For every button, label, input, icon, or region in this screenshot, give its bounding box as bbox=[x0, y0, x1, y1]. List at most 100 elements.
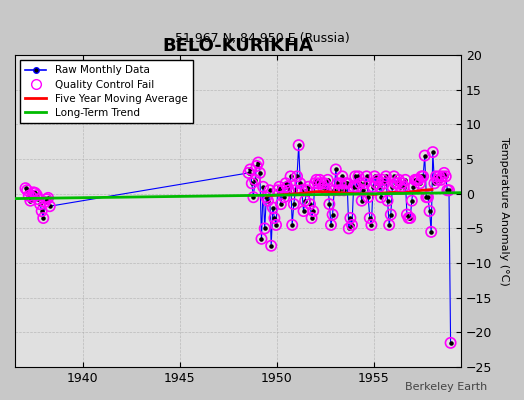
Point bbox=[290, 201, 298, 207]
Point bbox=[332, 166, 340, 173]
Point bbox=[446, 340, 455, 346]
Point bbox=[345, 225, 353, 232]
Point bbox=[248, 180, 256, 186]
Point bbox=[414, 177, 422, 183]
Point bbox=[283, 184, 291, 190]
Point bbox=[254, 159, 263, 166]
Point bbox=[257, 236, 266, 242]
Point bbox=[343, 180, 351, 186]
Point bbox=[288, 222, 297, 228]
Point bbox=[317, 180, 325, 186]
Point bbox=[31, 190, 39, 196]
Point bbox=[275, 184, 283, 190]
Point bbox=[315, 177, 324, 183]
Point bbox=[357, 198, 366, 204]
Point bbox=[287, 173, 295, 180]
Point bbox=[44, 195, 52, 201]
Point bbox=[338, 173, 346, 180]
Point bbox=[354, 173, 363, 180]
Point bbox=[270, 215, 279, 221]
Point bbox=[417, 173, 425, 180]
Point bbox=[438, 173, 446, 180]
Point bbox=[302, 187, 311, 194]
Point bbox=[403, 211, 411, 218]
Point bbox=[36, 201, 44, 207]
Point bbox=[369, 184, 377, 190]
Point bbox=[39, 215, 48, 221]
Point bbox=[301, 198, 309, 204]
Point bbox=[285, 187, 293, 194]
Point bbox=[288, 222, 297, 228]
Point bbox=[367, 222, 376, 228]
Point bbox=[429, 149, 437, 155]
Point bbox=[25, 193, 33, 199]
Point bbox=[411, 177, 419, 183]
Point bbox=[421, 152, 429, 159]
Point bbox=[361, 180, 369, 186]
Point bbox=[278, 187, 287, 194]
Point bbox=[323, 177, 332, 183]
Point bbox=[309, 208, 318, 214]
Point bbox=[287, 173, 295, 180]
Point bbox=[443, 187, 452, 194]
Point bbox=[356, 180, 364, 186]
Point bbox=[41, 199, 49, 205]
Point bbox=[399, 184, 408, 190]
Point bbox=[253, 163, 261, 169]
Point bbox=[26, 198, 35, 204]
Point bbox=[427, 229, 435, 235]
Point bbox=[375, 184, 384, 190]
Point bbox=[314, 180, 322, 186]
Point bbox=[374, 177, 382, 183]
Point bbox=[393, 180, 401, 186]
Y-axis label: Temperature Anomaly (°C): Temperature Anomaly (°C) bbox=[499, 137, 509, 286]
Point bbox=[440, 170, 449, 176]
Point bbox=[46, 203, 54, 210]
Point bbox=[272, 222, 280, 228]
Point bbox=[382, 173, 390, 180]
Point bbox=[270, 215, 279, 221]
Point bbox=[299, 208, 308, 214]
Point bbox=[327, 222, 335, 228]
Point bbox=[414, 177, 422, 183]
Point bbox=[281, 180, 290, 186]
Point bbox=[333, 180, 342, 186]
Point bbox=[387, 211, 395, 218]
Point bbox=[446, 340, 455, 346]
Point bbox=[408, 198, 416, 204]
Point bbox=[406, 215, 414, 221]
Point bbox=[369, 184, 377, 190]
Point bbox=[269, 204, 277, 211]
Point bbox=[260, 225, 269, 232]
Point bbox=[296, 180, 304, 186]
Point bbox=[436, 177, 445, 183]
Point bbox=[39, 215, 48, 221]
Point bbox=[259, 184, 267, 190]
Point bbox=[21, 185, 30, 191]
Point bbox=[388, 184, 397, 190]
Point bbox=[417, 173, 425, 180]
Point bbox=[395, 177, 403, 183]
Point bbox=[422, 194, 431, 200]
Point bbox=[364, 194, 373, 200]
Point bbox=[317, 180, 325, 186]
Point bbox=[244, 170, 253, 176]
Point bbox=[399, 184, 408, 190]
Point bbox=[249, 194, 258, 200]
Point bbox=[280, 194, 288, 200]
Point bbox=[382, 173, 390, 180]
Point bbox=[356, 180, 364, 186]
Point bbox=[42, 196, 51, 202]
Point bbox=[285, 187, 293, 194]
Point bbox=[308, 215, 316, 221]
Text: Berkeley Earth: Berkeley Earth bbox=[405, 382, 487, 392]
Point bbox=[264, 198, 272, 204]
Point bbox=[363, 173, 371, 180]
Point bbox=[312, 177, 321, 183]
Point bbox=[290, 201, 298, 207]
Point bbox=[401, 177, 410, 183]
Point bbox=[424, 194, 432, 200]
Point bbox=[309, 208, 318, 214]
Point bbox=[416, 180, 424, 186]
Point bbox=[291, 187, 300, 194]
